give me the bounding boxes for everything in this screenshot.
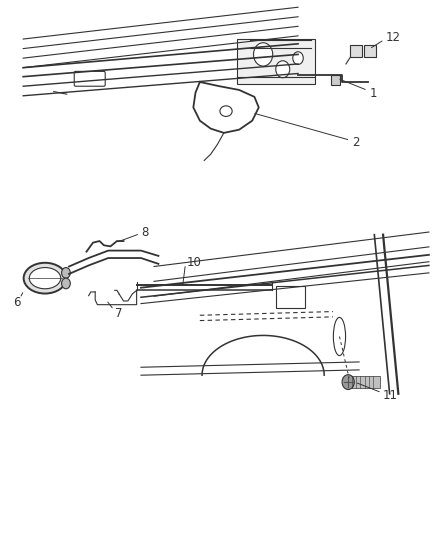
Text: 10: 10 bbox=[186, 256, 201, 269]
Circle shape bbox=[275, 61, 289, 78]
Text: 7: 7 bbox=[115, 306, 122, 320]
Bar bbox=[330, 75, 339, 85]
Text: 1: 1 bbox=[369, 87, 376, 100]
Ellipse shape bbox=[29, 268, 60, 289]
Circle shape bbox=[341, 375, 353, 390]
Text: 12: 12 bbox=[385, 31, 399, 44]
Ellipse shape bbox=[24, 263, 66, 294]
Text: 11: 11 bbox=[382, 390, 397, 402]
Text: 6: 6 bbox=[14, 295, 21, 309]
Circle shape bbox=[253, 43, 272, 66]
Polygon shape bbox=[237, 38, 315, 84]
Circle shape bbox=[61, 278, 70, 289]
Ellipse shape bbox=[332, 317, 345, 356]
FancyBboxPatch shape bbox=[74, 71, 105, 86]
Bar bbox=[364, 45, 375, 57]
Ellipse shape bbox=[219, 106, 232, 116]
Bar bbox=[276, 286, 304, 308]
Text: 2: 2 bbox=[351, 136, 359, 149]
Bar bbox=[347, 376, 379, 389]
Circle shape bbox=[292, 52, 303, 64]
Circle shape bbox=[61, 268, 70, 278]
Text: 8: 8 bbox=[141, 225, 148, 239]
Bar bbox=[350, 45, 361, 57]
